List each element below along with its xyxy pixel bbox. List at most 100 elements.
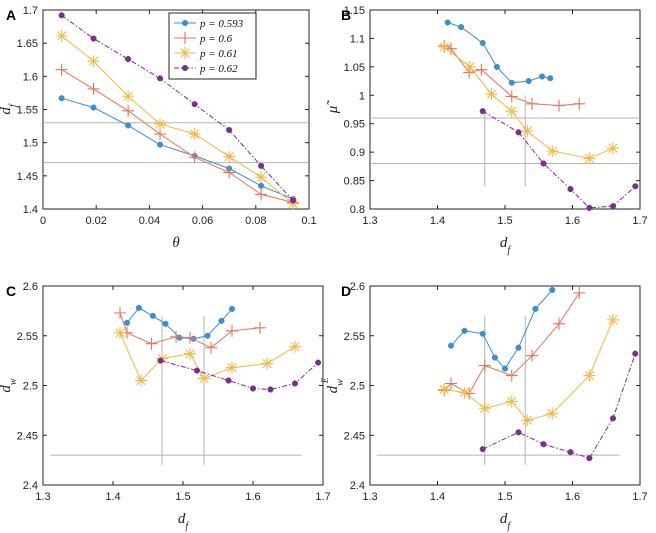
data-point <box>478 402 491 415</box>
data-point <box>567 449 574 456</box>
data-point <box>532 305 539 312</box>
data-point <box>90 104 97 111</box>
x-tick-label: 1.7 <box>315 491 330 503</box>
data-point <box>586 455 593 462</box>
y-tick-label: 1.65 <box>17 38 38 50</box>
x-tick-label: 0 <box>40 215 46 227</box>
data-point <box>258 182 265 189</box>
data-point <box>204 332 211 339</box>
data-point <box>226 324 238 337</box>
data-point <box>540 441 547 448</box>
panel-label: A <box>6 7 16 23</box>
x-tick-label: 1.3 <box>362 215 377 227</box>
series-line <box>443 292 580 395</box>
legend-marker <box>179 47 191 59</box>
legend-label: p = 0.61 <box>199 48 238 60</box>
data-point <box>226 127 233 134</box>
y-tick-label: 0.8 <box>350 204 365 216</box>
y-tick-label: 1.1 <box>350 33 365 45</box>
legend-marker <box>181 64 189 72</box>
series-line <box>119 312 261 349</box>
data-point <box>188 128 201 141</box>
x-axis-label: df <box>178 511 190 532</box>
panel-a: 0 0.02 0.04 0.06 0.08 0.1 1.4 1.45 1.5 1.55 1.6 1.6… <box>0 5 317 251</box>
data-point <box>135 374 147 387</box>
data-point <box>526 349 538 362</box>
data-point <box>632 350 639 357</box>
data-point <box>539 73 546 80</box>
data-point <box>125 56 132 63</box>
y-axis-label: dw <box>0 378 19 393</box>
legend-label: p = 0.593 <box>199 18 244 30</box>
y-tick-label: 2.4 <box>23 480 38 492</box>
data-point <box>493 63 500 70</box>
y-tick-label: 2.5 <box>23 381 38 393</box>
data-point <box>162 320 169 327</box>
data-point <box>287 197 300 210</box>
data-point <box>154 118 167 131</box>
y-tick-label: 1 <box>359 90 365 102</box>
series-line <box>61 69 294 203</box>
data-point <box>223 166 236 179</box>
y-tick-label: 2.45 <box>17 430 38 442</box>
x-tick-label: 1.7 <box>632 491 647 503</box>
data-point <box>291 380 299 387</box>
data-point <box>463 66 476 79</box>
legend-marker <box>179 32 191 44</box>
y-tick-label: 0.95 <box>344 119 365 131</box>
data-point <box>438 40 451 53</box>
legend-entry: p = 0.62 <box>174 63 238 75</box>
data-point <box>122 90 135 103</box>
data-point <box>157 357 164 364</box>
series-line <box>61 14 294 201</box>
plot-area <box>369 285 641 486</box>
data-point <box>609 415 617 422</box>
data-point <box>461 327 468 334</box>
series-line <box>61 97 294 200</box>
data-point <box>549 286 556 294</box>
panel-b: 1.3 1.4 1.5 1.6 1.7 0.8 0.85 0.9 0.95 1 1.05 1.1 1.1… <box>325 5 648 256</box>
data-point <box>505 369 518 382</box>
data-point <box>114 326 126 339</box>
data-point <box>55 63 68 76</box>
y-tick-label: 1.05 <box>344 62 365 74</box>
data-point <box>228 305 236 312</box>
data-point <box>191 101 198 108</box>
data-point <box>491 354 498 361</box>
legend: p = 0.593 p = 0.6 p = 0.61 p = 0.62 <box>168 12 257 80</box>
series-p-0-61 <box>438 313 619 427</box>
data-point <box>609 203 617 210</box>
data-point <box>508 79 515 86</box>
y-tick-label: 2.4 <box>350 480 365 492</box>
y-tick-label: 1.4 <box>23 204 38 216</box>
data-point <box>198 372 210 385</box>
panel-label: C <box>6 283 16 299</box>
data-point <box>478 359 491 372</box>
x-tick-label: 1.4 <box>430 215 445 227</box>
data-point <box>447 342 455 349</box>
data-point <box>479 330 486 337</box>
data-point <box>149 312 156 319</box>
series-line <box>61 35 294 205</box>
data-point <box>289 197 297 204</box>
series-p-0-62 <box>479 108 639 211</box>
x-tick-label: 0.08 <box>245 215 266 227</box>
data-point <box>184 347 196 360</box>
x-tick-label: 1.6 <box>565 491 580 503</box>
data-point <box>249 385 257 392</box>
data-point <box>445 377 457 390</box>
data-point <box>193 367 201 374</box>
data-point <box>135 304 142 311</box>
data-point <box>254 321 266 334</box>
y-tick-label: 1.45 <box>17 171 38 183</box>
legend-entry: p = 0.61 <box>174 47 238 60</box>
data-point <box>515 344 522 351</box>
data-point <box>479 39 486 47</box>
data-point <box>90 35 97 42</box>
plot-area <box>369 9 641 210</box>
data-point <box>521 125 534 138</box>
data-point <box>583 369 596 382</box>
y-tick-label: 1.15 <box>344 5 365 17</box>
